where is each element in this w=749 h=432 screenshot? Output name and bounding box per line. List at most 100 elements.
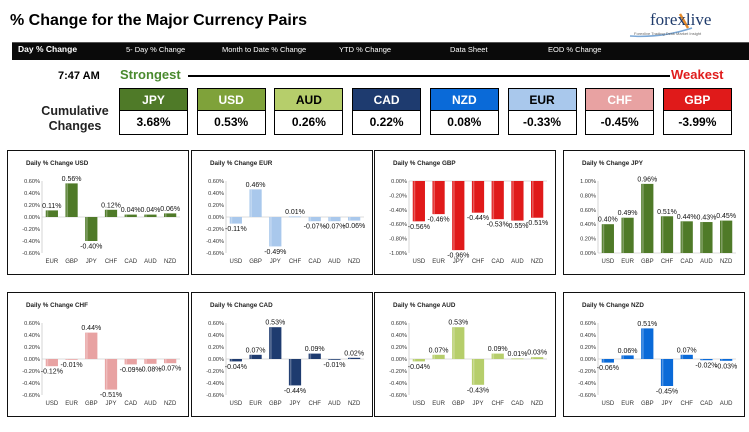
x-tick-label: NZD xyxy=(720,259,733,265)
tab-month-to-date-change[interactable]: Month to Date % Change xyxy=(222,45,307,54)
bar-highlight xyxy=(329,359,331,360)
bar-face xyxy=(471,359,485,385)
bar xyxy=(144,214,157,217)
y-tick-label: 0.40% xyxy=(208,191,224,197)
y-tick-label: -0.60% xyxy=(389,393,407,399)
tab-bar: Day % Change 5- Day % Change Month to Date… xyxy=(12,42,749,60)
currency-box-jpy: JPY 3.68% xyxy=(119,88,188,135)
bar xyxy=(229,217,242,224)
bar xyxy=(328,359,341,360)
bar-highlight xyxy=(642,183,644,253)
currency-name: EUR xyxy=(508,89,576,111)
bar-highlight xyxy=(472,181,475,213)
tab-ytd-change[interactable]: YTD % Change xyxy=(339,45,392,54)
currency-box-aud: AUD 0.26% xyxy=(274,88,344,135)
x-tick-label: GBP xyxy=(85,401,98,407)
x-tick-label: CAD xyxy=(511,401,524,407)
y-tick-label: -1.00% xyxy=(389,251,407,257)
y-tick-label: 0.20% xyxy=(391,345,407,351)
chart-title: Daily % Change USD xyxy=(26,160,89,167)
bar xyxy=(660,216,674,253)
y-tick-label: -0.40% xyxy=(389,208,407,214)
bar xyxy=(601,359,614,363)
bar xyxy=(680,354,693,359)
bar xyxy=(104,209,118,217)
x-tick-label: JPY xyxy=(661,401,672,407)
bar xyxy=(531,357,544,359)
x-tick-label: USD xyxy=(230,259,243,265)
bar-face xyxy=(45,210,58,217)
chart-panel-chf: Daily % Change CHF 0.60% 0.40% 0.20% 0.00% -0… xyxy=(7,292,189,417)
bar xyxy=(249,189,262,217)
bar xyxy=(720,359,733,361)
y-tick-label: 0.00% xyxy=(208,357,224,363)
y-tick-label: 0.40% xyxy=(208,333,224,339)
y-tick-label: 0.40% xyxy=(580,333,596,339)
bar-highlight xyxy=(125,359,128,365)
bar xyxy=(471,181,485,213)
data-label: -0.08% xyxy=(139,366,161,373)
bar xyxy=(249,354,262,359)
x-tick-label: JPY xyxy=(289,401,300,407)
bar-highlight xyxy=(86,217,88,241)
y-tick-label: 0.00% xyxy=(391,357,407,363)
x-tick-label: NZD xyxy=(348,259,361,265)
bar-face xyxy=(432,181,445,215)
currency-cumulative-value: -0.45% xyxy=(586,111,654,134)
x-tick-label: CAD xyxy=(308,259,321,265)
title-bar: % Change for the Major Currency Pairs fo… xyxy=(0,0,749,42)
bar-face xyxy=(104,359,118,390)
y-tick-label: 0.20% xyxy=(208,345,224,351)
tab-day-change[interactable]: Day % Change xyxy=(18,44,78,54)
currency-name: JPY xyxy=(120,89,187,111)
bar-face xyxy=(328,359,341,360)
data-label: -0.51% xyxy=(526,220,548,227)
bar xyxy=(328,217,341,222)
y-tick-label: 1.00% xyxy=(580,179,596,185)
tab-eod-change[interactable]: EOD % Change xyxy=(548,45,602,54)
bar-highlight xyxy=(250,189,252,217)
y-tick-label: 0.40% xyxy=(24,333,40,339)
bar-face xyxy=(124,359,137,365)
tab-5-day-change[interactable]: 5- Day % Change xyxy=(126,45,186,54)
bar-face xyxy=(720,359,733,361)
bar-face xyxy=(348,217,361,221)
x-tick-label: CAD xyxy=(124,401,137,407)
y-tick-label: 0.40% xyxy=(580,222,596,228)
bar-highlight xyxy=(125,214,128,217)
x-tick-label: CHF xyxy=(492,401,505,407)
x-tick-label: GBP xyxy=(452,401,465,407)
chart-panel-jpy: Daily % Change JPY 1.00% 0.80% 0.60% 0.40% 0.… xyxy=(563,150,745,275)
bar-face xyxy=(65,183,78,217)
bar-face xyxy=(641,328,654,359)
data-label: 0.96% xyxy=(637,176,657,183)
bar-face xyxy=(700,359,713,361)
data-label: 0.40% xyxy=(598,217,618,224)
bar xyxy=(124,359,137,365)
currency-box-nzd: NZD 0.08% xyxy=(429,88,499,135)
bar xyxy=(85,217,98,241)
chart-title: Daily % Change EUR xyxy=(210,160,273,167)
bar-highlight xyxy=(165,213,167,217)
currency-cumulative-value: 0.53% xyxy=(197,111,265,134)
bar-highlight xyxy=(681,354,684,359)
bar xyxy=(229,359,242,362)
x-tick-label: JPY xyxy=(472,401,483,407)
logo-text: forexlive xyxy=(650,10,712,29)
x-tick-label: NZD xyxy=(348,401,361,407)
currency-box-chf: CHF -0.45% xyxy=(585,88,655,135)
currency-box-gbp: GBP -3.99% xyxy=(662,88,732,135)
data-label: -0.06% xyxy=(343,223,365,230)
data-label: -0.53% xyxy=(487,222,509,229)
data-label: 0.01% xyxy=(285,209,305,216)
bar-highlight xyxy=(349,217,351,221)
bar-highlight xyxy=(602,224,605,253)
y-tick-label: 0.00% xyxy=(580,357,596,363)
data-label: -0.07% xyxy=(159,366,181,373)
data-label: -0.09% xyxy=(120,367,142,374)
y-tick-label: 0.60% xyxy=(391,321,407,327)
bar-face xyxy=(660,216,674,253)
tab-data-sheet[interactable]: Data Sheet xyxy=(450,45,488,54)
bar-highlight xyxy=(66,183,68,217)
currency-box-eur: EUR -0.33% xyxy=(507,88,577,135)
